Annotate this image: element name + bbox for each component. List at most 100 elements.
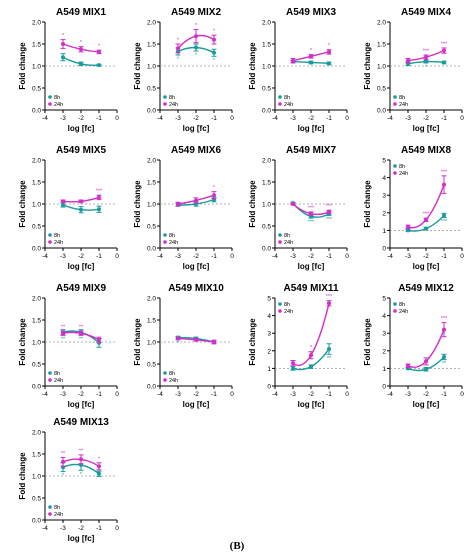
y-tick-label: 0.0 <box>32 384 41 391</box>
legend-label-24h: 24h <box>399 171 408 177</box>
y-tick-label: 3 <box>382 193 386 200</box>
significance-mark: *** <box>441 316 448 322</box>
y-tick-label: 0 <box>267 384 271 391</box>
y-tick-label: 0.5 <box>147 224 156 231</box>
legend-label-24h: 24h <box>169 378 178 384</box>
data-point-24h <box>79 47 83 52</box>
y-tick-label: 1.5 <box>262 42 271 49</box>
legend-label-24h: 24h <box>284 309 293 315</box>
significance-mark: *** <box>423 49 430 55</box>
data-point-24h <box>291 361 295 366</box>
chart-title: A549 MIX9 <box>56 283 106 294</box>
x-tick-label: -1 <box>441 391 447 398</box>
data-point-24h <box>309 54 313 59</box>
chart-panel-13: A549 MIX13 0.0 0.5 1.0 1.5 2.0 -4 -3 -2 -1 0 log [f… <box>18 417 119 543</box>
significance-mark: * <box>62 33 65 39</box>
legend-label-8h: 8h <box>169 233 175 239</box>
significance-mark: ** <box>79 448 84 454</box>
x-tick-label: -2 <box>308 391 314 398</box>
x-tick-label: -3 <box>60 115 66 122</box>
y-tick-label: 1 <box>382 228 386 235</box>
y-tick-label: 0.5 <box>377 86 386 93</box>
y-tick-label: 2.0 <box>32 430 41 437</box>
y-tick-label: 2.0 <box>32 20 41 27</box>
legend-label-8h: 8h <box>169 371 175 377</box>
x-axis-label: log [fc] <box>413 262 440 271</box>
y-axis-label: Fold change <box>363 318 372 366</box>
data-point-8h <box>442 60 446 65</box>
significance-mark: * <box>328 43 331 49</box>
y-tick-label: 2.0 <box>377 20 386 27</box>
significance-mark: *** <box>308 205 315 211</box>
x-tick-label: -3 <box>290 115 296 122</box>
chart-panel-12: A549 MIX12 0 1 2 3 4 5 -4 -3 -2 -1 0 log [fc] Fold ch… <box>363 283 464 409</box>
legend-marker-24h <box>278 240 282 244</box>
legend-label-24h: 24h <box>399 309 408 315</box>
legend-label-8h: 8h <box>399 95 405 101</box>
x-tick-label: 0 <box>115 115 119 122</box>
significance-mark: * <box>213 185 216 191</box>
y-axis-label: Fold change <box>18 180 27 228</box>
x-tick-label: -2 <box>308 115 314 122</box>
x-tick-label: -1 <box>211 253 217 260</box>
y-tick-label: 0.0 <box>147 108 156 115</box>
data-point-8h <box>61 55 65 60</box>
legend-marker-8h <box>278 233 282 237</box>
legend-marker-8h <box>48 505 52 509</box>
legend-marker-24h <box>278 309 282 313</box>
legend-label-8h: 8h <box>54 371 60 377</box>
significance-mark: *** <box>441 41 448 47</box>
data-point-8h <box>424 367 428 372</box>
x-tick-label: -4 <box>157 115 163 122</box>
y-tick-label: 0.0 <box>32 518 41 525</box>
data-point-8h <box>442 354 446 359</box>
y-tick-label: 1.0 <box>147 340 156 347</box>
x-axis-label: log [fc] <box>183 124 210 133</box>
data-point-24h <box>176 202 180 206</box>
data-point-24h <box>442 182 446 187</box>
data-point-8h <box>309 60 313 65</box>
legend-marker-24h <box>393 171 397 175</box>
y-tick-label: 2.0 <box>147 20 156 27</box>
data-point-8h <box>79 61 83 66</box>
data-point-8h <box>406 228 410 233</box>
legend-label-24h: 24h <box>54 102 63 108</box>
x-tick-label: -4 <box>42 391 48 398</box>
legend-label-8h: 8h <box>284 95 290 101</box>
x-tick-label: 0 <box>345 115 349 122</box>
data-point-24h <box>327 209 331 214</box>
chart-title: A549 MIX10 <box>168 283 224 294</box>
y-tick-label: 0.5 <box>32 362 41 369</box>
x-tick-label: -2 <box>423 115 429 122</box>
chart-title: A549 MIX12 <box>398 283 454 294</box>
y-tick-label: 1.0 <box>32 340 41 347</box>
data-point-24h <box>327 301 331 306</box>
significance-mark: * <box>213 58 216 64</box>
data-point-24h <box>309 353 313 358</box>
legend-marker-24h <box>48 240 52 244</box>
significance-mark: * <box>98 44 101 50</box>
y-axis-label: Fold change <box>133 42 142 90</box>
y-tick-label: 0.0 <box>32 108 41 115</box>
y-tick-label: 1.5 <box>147 180 156 187</box>
significance-mark: * <box>425 64 428 70</box>
x-tick-label: -1 <box>96 525 102 532</box>
x-tick-label: 0 <box>115 253 119 260</box>
significance-mark: * <box>195 23 198 29</box>
legend-label-8h: 8h <box>284 233 290 239</box>
significance-mark: *** <box>326 217 333 223</box>
x-tick-label: -1 <box>326 391 332 398</box>
x-axis-label: log [fc] <box>413 124 440 133</box>
x-tick-label: -2 <box>78 253 84 260</box>
y-tick-label: 2 <box>382 210 386 217</box>
legend-marker-8h <box>48 95 52 99</box>
significance-mark: ** <box>61 336 66 342</box>
significance-mark: ** <box>327 356 332 362</box>
y-axis-label: Fold change <box>18 42 27 90</box>
data-point-24h <box>327 49 331 54</box>
significance-mark: ** <box>61 325 66 331</box>
significance-mark: * <box>80 472 83 478</box>
legend-label-24h: 24h <box>284 102 293 108</box>
data-point-8h <box>442 213 446 218</box>
legend-marker-24h <box>393 309 397 313</box>
